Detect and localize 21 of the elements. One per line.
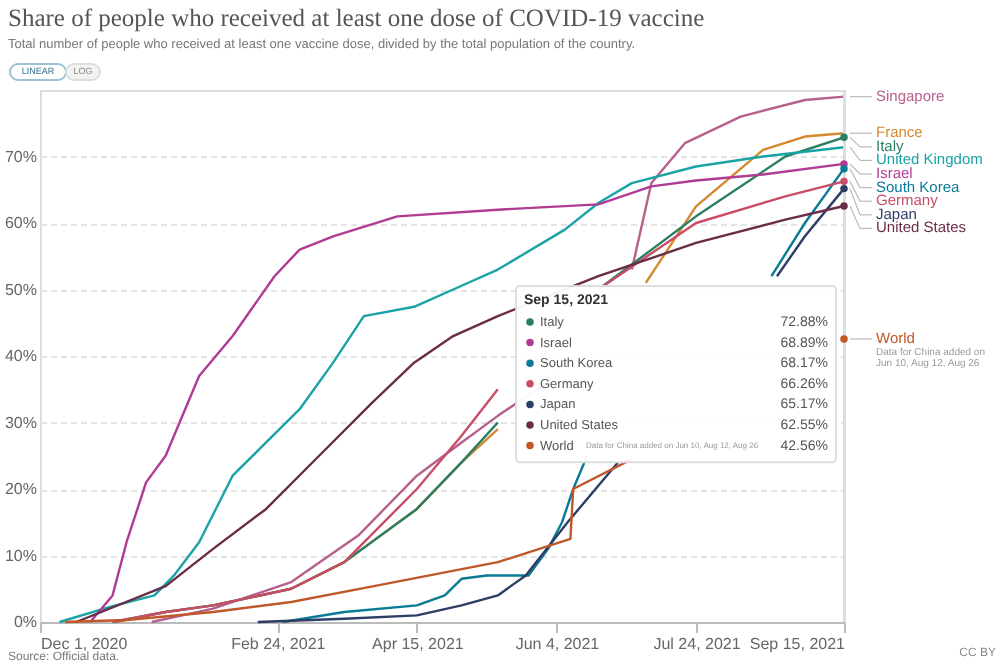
y-tick-label: 70% — [4, 147, 37, 166]
point — [840, 164, 848, 173]
point — [840, 202, 848, 210]
x-tick-label: Dec 1, 2020 — [41, 635, 129, 653]
y-tick-label: 10% — [4, 546, 37, 565]
point — [840, 177, 848, 186]
x-tick-label: Sep 15, 2021 — [749, 635, 847, 653]
x-tick-label: Jul 24, 2021 — [653, 635, 742, 653]
y-tick-label: 50% — [4, 280, 37, 299]
chart-title: Share of people who received at least one dose of COVID-19 vaccine — [8, 4, 706, 32]
point — [840, 133, 848, 142]
y-tick-label: 40% — [4, 347, 37, 365]
point — [840, 335, 848, 343]
point — [840, 184, 848, 193]
x-tick-label: Jun 4, 2021 — [515, 635, 601, 653]
y-tick-label: 60% — [4, 214, 37, 232]
y-tick-label: 20% — [4, 480, 37, 498]
x-tick-label: Apr 15, 2021 — [372, 635, 465, 653]
y-tick-label: 30% — [4, 413, 37, 432]
y-tick-label: 0% — [13, 613, 37, 631]
x-tick-label: Feb 24, 2021 — [231, 635, 327, 653]
